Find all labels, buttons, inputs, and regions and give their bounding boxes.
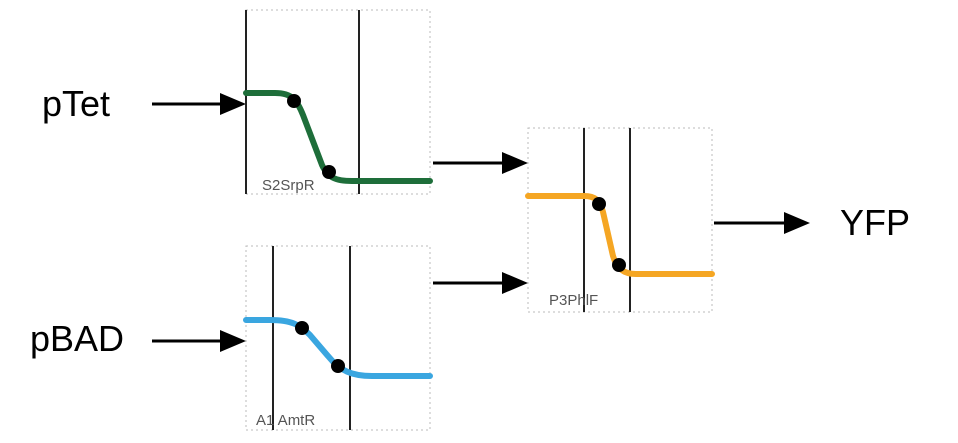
threshold-dot-a1amtr-upper [295,321,309,335]
threshold-dot-p3phlf-lower [612,258,626,272]
input-label-pbad: pBAD [30,318,124,359]
threshold-dot-s2srpr-lower [322,165,336,179]
output-label-yfp: YFP [840,202,910,243]
response-curve-a1amtr [243,317,433,379]
arrow-p3phlf-to-yfp [714,212,810,234]
response-curve-p3phlf [525,193,715,277]
gate-label-s2srpr: S2SrpR [262,177,315,194]
response-curve-s2srpr [243,90,433,184]
threshold-dot-a1amtr-lower [331,359,345,373]
input-label-ptet: pTet [42,83,110,124]
threshold-dot-s2srpr-upper [287,94,301,108]
arrow-s2srpr-to-p3phlf [433,152,528,174]
arrow-ptet-to-s2srpr [152,93,246,115]
gate-s2srpr: S2SrpR [243,9,433,195]
gate-p3phlf: P3PhlF [525,127,715,313]
threshold-dot-p3phlf-upper [592,197,606,211]
gate-label-a1amtr: A1 AmtR [256,412,315,429]
arrow-pbad-to-a1amtr [152,330,246,352]
arrow-a1amtr-to-p3phlf [433,272,528,294]
gate-a1amtr: A1 AmtR [243,245,433,431]
gate-label-p3phlf: P3PhlF [549,292,598,309]
